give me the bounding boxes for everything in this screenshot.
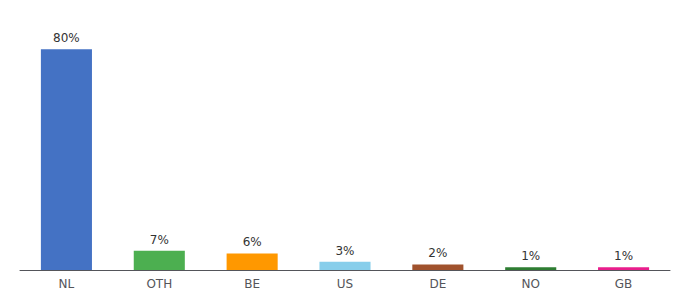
svg-text:DE: DE <box>429 277 446 291</box>
svg-text:OTH: OTH <box>146 277 172 291</box>
svg-text:80%: 80% <box>53 31 80 45</box>
svg-text:7%: 7% <box>150 233 169 247</box>
svg-text:1%: 1% <box>614 249 633 263</box>
svg-text:BE: BE <box>244 277 260 291</box>
svg-text:6%: 6% <box>243 235 262 249</box>
svg-text:3%: 3% <box>335 244 354 258</box>
svg-text:GB: GB <box>615 277 633 291</box>
svg-text:NL: NL <box>59 277 75 291</box>
svg-text:1%: 1% <box>521 249 540 263</box>
svg-text:NO: NO <box>522 277 540 291</box>
svg-text:US: US <box>337 277 353 291</box>
svg-text:2%: 2% <box>428 246 447 260</box>
